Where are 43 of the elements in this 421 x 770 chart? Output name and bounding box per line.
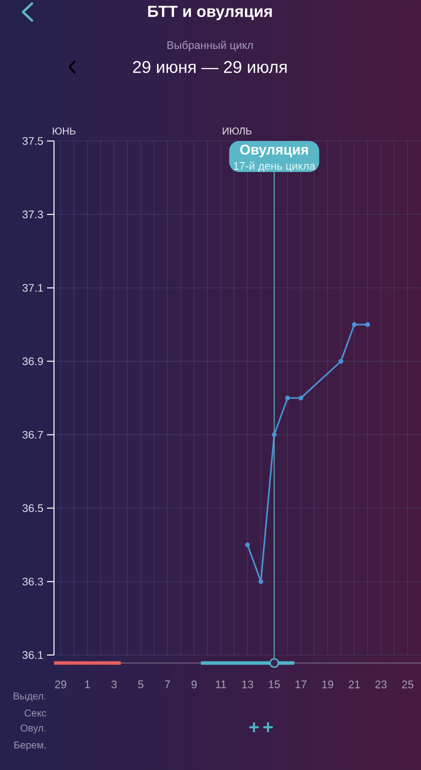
x-tick-label: 17 (296, 680, 306, 688)
point (285, 396, 290, 400)
point (352, 322, 357, 327)
x-tick-label: 7 (164, 680, 170, 688)
x-tick-label: 21 (348, 680, 360, 688)
text: Выбранный цикл (167, 40, 253, 52)
text: Секс (24, 709, 46, 717)
point (338, 358, 344, 364)
x-tick-label: 23 (375, 680, 387, 688)
chart-subtitle: 29 июня — 29 июля (133, 60, 287, 74)
y-tick-label: 36.7 (22, 430, 43, 439)
ref-line-label: Овуляция (240, 144, 308, 158)
y-tick-label: 36.5 (22, 504, 43, 512)
x-tick-label: 3 (111, 680, 117, 688)
text: Овул. (20, 724, 46, 734)
y-tick-label: 37.5 (22, 137, 43, 145)
x-tick-label: 13 (242, 680, 254, 688)
x-tick-label: 29 (55, 680, 66, 688)
point (298, 396, 304, 400)
x-tick-label: 9 (192, 680, 197, 688)
text: ЮНЬ (52, 127, 76, 135)
chart-title: БТТ и овуляция (148, 6, 272, 20)
text: + (263, 722, 273, 732)
y-tick-label: 37.1 (22, 284, 43, 292)
text: ИЮЛЬ (222, 127, 252, 135)
y-tick-label: 36.1 (22, 651, 43, 659)
x-tick-label: 19 (322, 680, 334, 688)
text: + (249, 722, 259, 732)
x-tick-label: 25 (402, 680, 414, 688)
annotation: 17-й день цикла (234, 162, 316, 172)
y-tick-label: 36.3 (22, 578, 43, 586)
x-tick-label: 15 (268, 680, 280, 688)
x-tick-label: 5 (138, 680, 144, 688)
point (272, 432, 277, 438)
point (365, 322, 370, 327)
text: Берем. (14, 742, 46, 750)
text: Выдел. (14, 692, 46, 702)
x-tick-label: 1 (85, 680, 90, 688)
y-tick-label: 36.9 (22, 357, 43, 366)
point (258, 579, 264, 584)
x-tick-label: 11 (216, 680, 226, 688)
y-tick-label: 37.3 (22, 210, 43, 218)
point (245, 542, 250, 548)
